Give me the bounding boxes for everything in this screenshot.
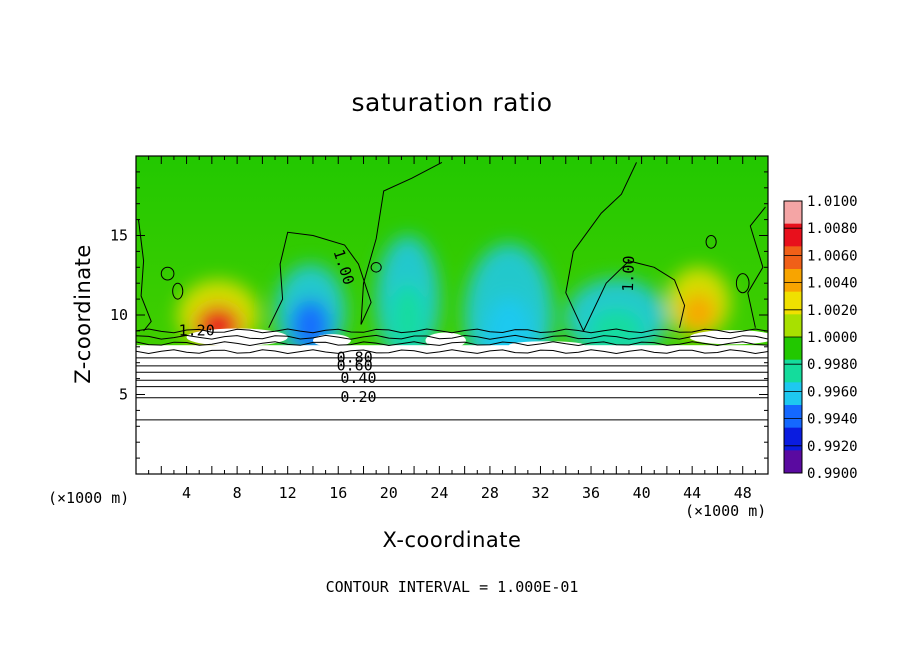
contour-line-0 [136,328,768,334]
contour-label: 0.80 [337,348,373,366]
colorbar-label: 1.0020 [807,303,858,319]
contour-line-2 [136,341,768,347]
x-tick-label: 44 [683,484,701,502]
colorbar-label: 0.9980 [807,357,858,373]
contour-label: 0.60 [337,356,373,374]
small-contour-0 [160,266,175,281]
cloud-fragment-3 [689,330,768,345]
colorbar-label: 0.9920 [807,439,858,455]
field-blobs [177,235,731,387]
x-unit-note-right: (×1000 m) [685,502,767,520]
contour-label: 1.20 [179,321,215,339]
colorbar-label: 0.9900 [807,466,858,482]
contour-label: 0.20 [340,388,376,406]
colorbar-swatch [784,223,802,247]
contour-line-1 [136,334,768,340]
x-tick-label: 28 [481,484,499,502]
colorbar-swatch [784,427,802,451]
contour-1p00-2 [565,162,637,332]
x-tick-label: 32 [531,484,549,502]
small-contour-3 [735,273,750,294]
contour-interval-note: CONTOUR INTERVAL = 1.000E-01 [325,578,579,596]
colorbar-swatch [784,382,802,406]
x-tick-label: 12 [279,484,297,502]
colorbar-label: 1.0080 [807,221,858,237]
x-axis-label: X-coordinate [382,528,522,552]
x-tick-label: 8 [233,484,242,502]
colorbar-label: 0.9940 [807,412,858,428]
colorbar-label: 1.0100 [807,194,858,210]
saturation-field [136,156,768,474]
colorbar: 1.0100 1.0080 1.0060 1.0040 1.0020 1.0000 0.99… [783,194,858,482]
x-tick-label: 20 [380,484,398,502]
contour-line-3 [136,349,768,355]
colorbar-label: 1.0000 [807,330,858,346]
x-tick-label: 24 [430,484,448,502]
colorbar-swatch [784,246,802,270]
small-contour-2 [705,235,717,249]
colorbar-label: 1.0060 [807,248,858,264]
y-tick-label: 15 [110,227,128,245]
contour-1p00-4 [138,219,152,332]
y-tick-label: 10 [110,306,128,324]
colorbar-swatch [784,405,802,429]
cloud-fragment-4 [508,341,585,350]
lower-layer [136,345,768,474]
field-feature-core-4 [588,308,645,352]
contour-label: 1.00 [619,255,638,292]
x-unit-note-left: (×1000 m) [48,489,130,507]
colorbar-swatch [784,337,802,361]
contour-label: 0.40 [340,369,376,387]
y-tick-label: 5 [119,386,128,404]
small-contour-4 [370,262,382,273]
contour-lines [136,161,768,421]
cloud-fragment-2 [425,332,466,349]
small-contour-1 [172,282,184,300]
contour-1p00-3 [583,260,686,332]
x-tick-label: 40 [633,484,651,502]
colorbar-label: 1.0040 [807,276,858,292]
colorbar-swatch [784,314,802,338]
contour-1p00-0 [268,231,372,328]
contour-1p00-1 [360,161,443,325]
colorbar-label: 0.9960 [807,384,858,400]
colorbar-swatch [784,291,802,315]
field-feature-core-1 [681,293,716,333]
colorbar-swatch [784,450,802,474]
colorbar-swatch [784,201,802,225]
colorbar-swatch [784,269,802,293]
x-tick-label: 16 [329,484,347,502]
colorbar-swatch [784,359,802,383]
x-tick-label: 48 [734,484,752,502]
x-tick-label: 36 [582,484,600,502]
contour-1p00-5 [747,206,766,328]
x-tick-label: 4 [182,484,191,502]
chart-title: saturation ratio [351,88,553,117]
